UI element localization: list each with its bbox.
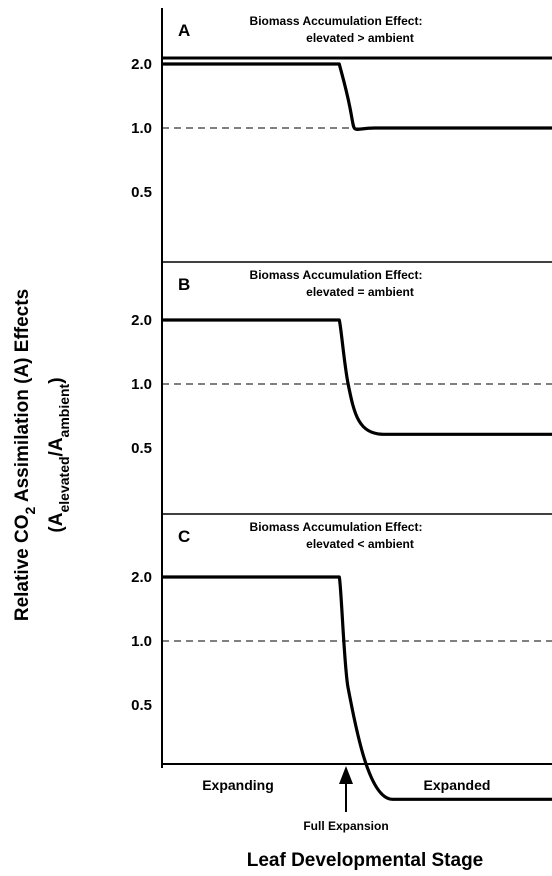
panel-a-letter: A (178, 21, 190, 40)
panel-a-ytick-1: 1.0 (131, 120, 152, 137)
full-expansion-label: Full Expansion (303, 819, 388, 833)
panel-c: C Biomass Accumulation Effect: elevated < … (131, 513, 552, 801)
y-axis-denominator-subscript: ambient (56, 383, 72, 437)
chart-panels: A Biomass Accumulation Effect: elevated > … (131, 8, 552, 801)
y-axis-slash: /A (46, 437, 67, 456)
x-axis-title: Leaf Developmental Stage (247, 850, 484, 871)
y-axis-numerator-subscript: elevated (56, 456, 72, 512)
panel-b-title-line2: elevated = ambient (306, 285, 414, 299)
y-axis-ratio-close: ) (46, 377, 67, 383)
y-axis-ratio-open: (A (46, 512, 67, 532)
panel-b-ytick-0: 2.0 (131, 312, 152, 329)
panel-a-ytick-0: 2.0 (131, 56, 152, 73)
x-category-expanding: Expanding (202, 777, 274, 793)
panel-a-series-line-0 (162, 62, 552, 131)
full-expansion-arrow (339, 766, 353, 812)
panel-c-title-line2: elevated < ambient (306, 537, 414, 551)
y-axis-title-part1: Relative CO (12, 514, 33, 621)
panel-b: B Biomass Accumulation Effect: elevated = … (131, 261, 552, 516)
panel-c-series-line-0 (162, 575, 552, 801)
panel-c-ytick-2: 0.5 (131, 697, 152, 714)
panel-a-ytick-2: 0.5 (131, 184, 152, 201)
y-axis-title: Relative CO2 Assimilation (A) Effects (A… (12, 289, 72, 621)
svg-text:(Aelevated/Aambient): (Aelevated/Aambient) (46, 377, 72, 532)
panel-b-letter: B (178, 275, 190, 294)
panel-c-title-line1: Biomass Accumulation Effect: (250, 520, 423, 534)
panel-c-letter: C (178, 527, 190, 546)
panel-a-title-line2: elevated > ambient (306, 31, 414, 45)
panel-a-title-line1: Biomass Accumulation Effect: (250, 14, 423, 28)
panel-b-title-line1: Biomass Accumulation Effect: (250, 268, 423, 282)
y-axis-title-co2-subscript: 2 (22, 506, 38, 514)
panel-a: A Biomass Accumulation Effect: elevated > … (131, 8, 552, 262)
panel-b-series-line-0 (162, 318, 552, 436)
full-expansion-arrow-head (339, 766, 353, 784)
panel-c-ytick-1: 1.0 (131, 633, 152, 650)
y-axis-title-part2: Assimilation (A) Effects (12, 289, 33, 507)
x-category-expanded: Expanded (424, 777, 491, 793)
panel-b-ytick-2: 0.5 (131, 440, 152, 457)
panel-b-ytick-1: 1.0 (131, 376, 152, 393)
panel-c-ytick-0: 2.0 (131, 569, 152, 586)
svg-text:Relative CO2 Assimilation (A): Relative CO2 Assimilation (A) Effects (12, 289, 38, 621)
